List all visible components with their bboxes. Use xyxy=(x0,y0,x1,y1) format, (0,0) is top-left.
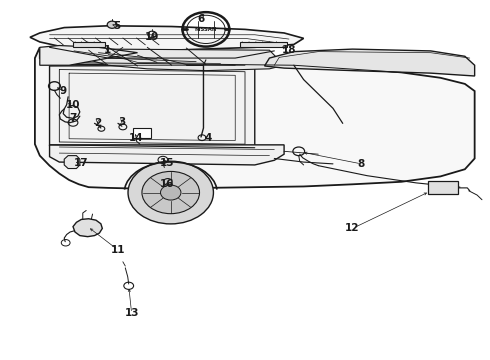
Text: 5: 5 xyxy=(113,21,121,31)
Text: 18: 18 xyxy=(282,45,296,55)
Text: 16: 16 xyxy=(160,179,174,189)
Polygon shape xyxy=(40,45,138,65)
Circle shape xyxy=(107,21,117,28)
Polygon shape xyxy=(49,145,284,165)
Text: 13: 13 xyxy=(124,309,139,318)
Text: 3: 3 xyxy=(118,117,125,127)
Text: 19: 19 xyxy=(145,32,159,41)
Polygon shape xyxy=(30,26,304,50)
Circle shape xyxy=(128,161,214,224)
Text: 7: 7 xyxy=(69,113,77,123)
Circle shape xyxy=(142,171,199,214)
Polygon shape xyxy=(64,156,80,168)
Text: 2: 2 xyxy=(94,118,101,128)
Polygon shape xyxy=(35,47,475,189)
Text: 4: 4 xyxy=(205,133,212,143)
Text: 17: 17 xyxy=(74,158,89,168)
Text: 14: 14 xyxy=(129,133,144,143)
Polygon shape xyxy=(265,49,475,76)
Text: 12: 12 xyxy=(345,224,360,233)
Bar xyxy=(133,128,151,138)
Text: 11: 11 xyxy=(111,245,125,255)
Text: 15: 15 xyxy=(160,158,174,168)
Text: 8: 8 xyxy=(358,159,365,169)
Bar xyxy=(73,41,105,46)
Polygon shape xyxy=(89,49,284,71)
Circle shape xyxy=(161,185,181,200)
Bar xyxy=(240,41,287,46)
Text: 1: 1 xyxy=(103,45,111,55)
Text: 6: 6 xyxy=(197,14,205,24)
Polygon shape xyxy=(73,219,102,237)
Polygon shape xyxy=(49,65,255,148)
Text: 10: 10 xyxy=(66,100,80,110)
Text: 9: 9 xyxy=(60,86,67,96)
Bar xyxy=(428,181,458,194)
Text: NISSAN: NISSAN xyxy=(195,27,217,32)
